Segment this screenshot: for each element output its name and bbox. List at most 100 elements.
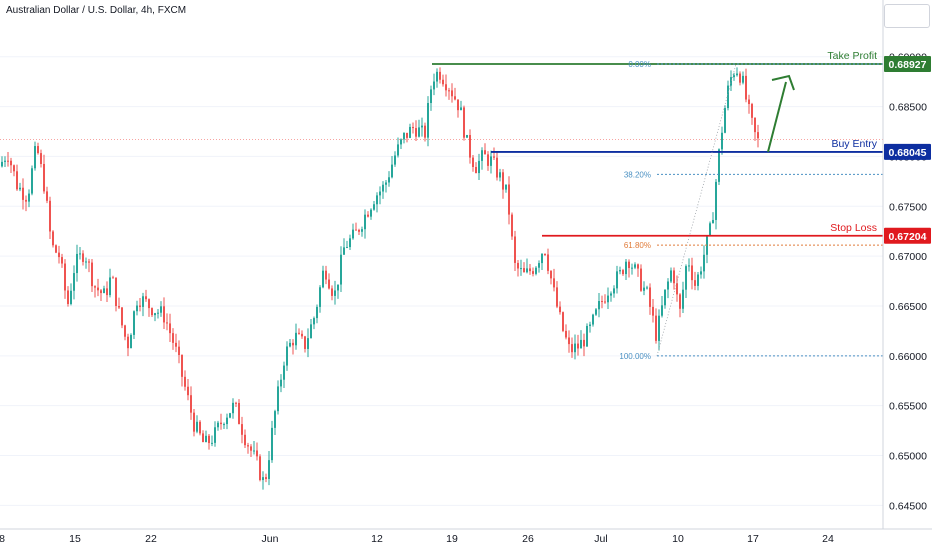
candle-body xyxy=(76,253,78,274)
candle-body xyxy=(640,268,642,291)
candle-body xyxy=(184,376,186,387)
candle-body xyxy=(463,107,465,138)
candle-body xyxy=(406,132,408,138)
candle-body xyxy=(34,146,36,169)
candle-body xyxy=(604,301,606,303)
buy-entry-label: Buy Entry xyxy=(831,138,877,150)
candle-body xyxy=(559,306,561,313)
candle-body xyxy=(226,417,228,425)
time-axis[interactable]: 8 15 22 Jun 12 19 26 Jul 10 17 24 xyxy=(0,533,834,545)
candle-body xyxy=(130,334,132,349)
candle-body xyxy=(376,195,378,205)
time-tick-label: 22 xyxy=(145,533,157,545)
candle-body xyxy=(556,287,558,307)
candle-body xyxy=(304,336,306,349)
candle-body xyxy=(25,199,27,202)
candle-body xyxy=(472,157,474,167)
candle-body xyxy=(16,171,18,190)
candle-body xyxy=(481,150,483,161)
candle-body xyxy=(589,324,591,326)
candle-body xyxy=(571,344,573,353)
candle-body xyxy=(439,71,441,80)
candle-body xyxy=(22,187,24,200)
candle-body xyxy=(151,308,153,316)
candle-body xyxy=(475,166,477,174)
candle-body xyxy=(454,96,456,100)
candle-body xyxy=(562,312,564,331)
candle-body xyxy=(286,346,288,366)
price-axis[interactable]: 0.64500 0.65000 0.65500 0.66000 0.66500 0.670… xyxy=(889,52,927,513)
stop-loss-label: Stop Loss xyxy=(830,222,877,234)
candle-body xyxy=(694,280,696,286)
candle-body xyxy=(487,154,489,166)
candle-body xyxy=(397,144,399,156)
candle-body xyxy=(724,108,726,133)
fib-level-label: 100.00% xyxy=(619,352,651,361)
candle-body xyxy=(745,75,747,100)
candle-body xyxy=(142,296,144,307)
price-tick-label: 0.64500 xyxy=(889,500,927,512)
candle-body xyxy=(133,311,135,335)
candle-body xyxy=(691,265,693,281)
candle-body xyxy=(553,278,555,288)
candle-body xyxy=(427,103,429,138)
candle-body xyxy=(721,132,723,150)
candle-body xyxy=(190,395,192,413)
chart-settings-button[interactable] xyxy=(884,4,930,28)
candle-body xyxy=(1,161,3,167)
candle-body xyxy=(331,288,333,296)
candle-body xyxy=(637,264,639,269)
candle-body xyxy=(385,182,387,185)
candle-body xyxy=(85,261,87,263)
candle-body xyxy=(523,268,525,273)
candle-body xyxy=(340,254,342,285)
candle-body xyxy=(283,365,285,380)
candle-body xyxy=(82,253,84,262)
take-profit-label: Take Profit xyxy=(827,50,877,62)
candle-body xyxy=(595,309,597,315)
candle-body xyxy=(61,257,63,264)
candle-body xyxy=(208,435,210,444)
candle-body xyxy=(316,306,318,319)
candle-body xyxy=(244,434,246,446)
candle-body xyxy=(223,424,225,426)
price-tick-label: 0.66500 xyxy=(889,301,927,313)
time-tick-label: 19 xyxy=(446,533,458,545)
candle-body xyxy=(664,289,666,306)
candle-body xyxy=(652,306,654,316)
candle-body xyxy=(520,268,522,270)
candle-body xyxy=(388,177,390,183)
candle-body xyxy=(565,330,567,338)
candle-body xyxy=(310,324,312,339)
candle-body xyxy=(301,333,303,337)
candle-body xyxy=(352,229,354,239)
time-tick-label: Jul xyxy=(594,533,607,545)
candle-body xyxy=(79,253,81,255)
candle-body xyxy=(112,277,114,279)
candle-body xyxy=(622,270,624,275)
grid-layer xyxy=(0,56,883,506)
price-tick-label: 0.66000 xyxy=(889,351,927,363)
candle-body xyxy=(415,128,417,137)
candle-body xyxy=(610,293,612,296)
candle-body xyxy=(157,312,159,314)
candle-body xyxy=(214,427,216,443)
candle-body xyxy=(619,270,621,272)
stop-loss-badge-value: 0.67204 xyxy=(889,231,927,243)
candle-body xyxy=(646,287,648,289)
candle-body xyxy=(73,273,75,291)
candle-body xyxy=(718,149,720,182)
time-tick-label: 12 xyxy=(371,533,383,545)
candle-body xyxy=(313,318,315,325)
candle-body xyxy=(409,126,411,138)
fib-level-label: 61.80% xyxy=(624,241,651,250)
levels-layer: Take Profit Buy Entry Stop Loss xyxy=(432,50,883,237)
candle-body xyxy=(106,288,108,296)
candle-body xyxy=(37,146,39,154)
time-tick-label: 26 xyxy=(522,533,534,545)
candle-body xyxy=(181,355,183,377)
candle-body xyxy=(7,160,9,162)
candle-body xyxy=(343,247,345,255)
candle-body xyxy=(490,156,492,166)
